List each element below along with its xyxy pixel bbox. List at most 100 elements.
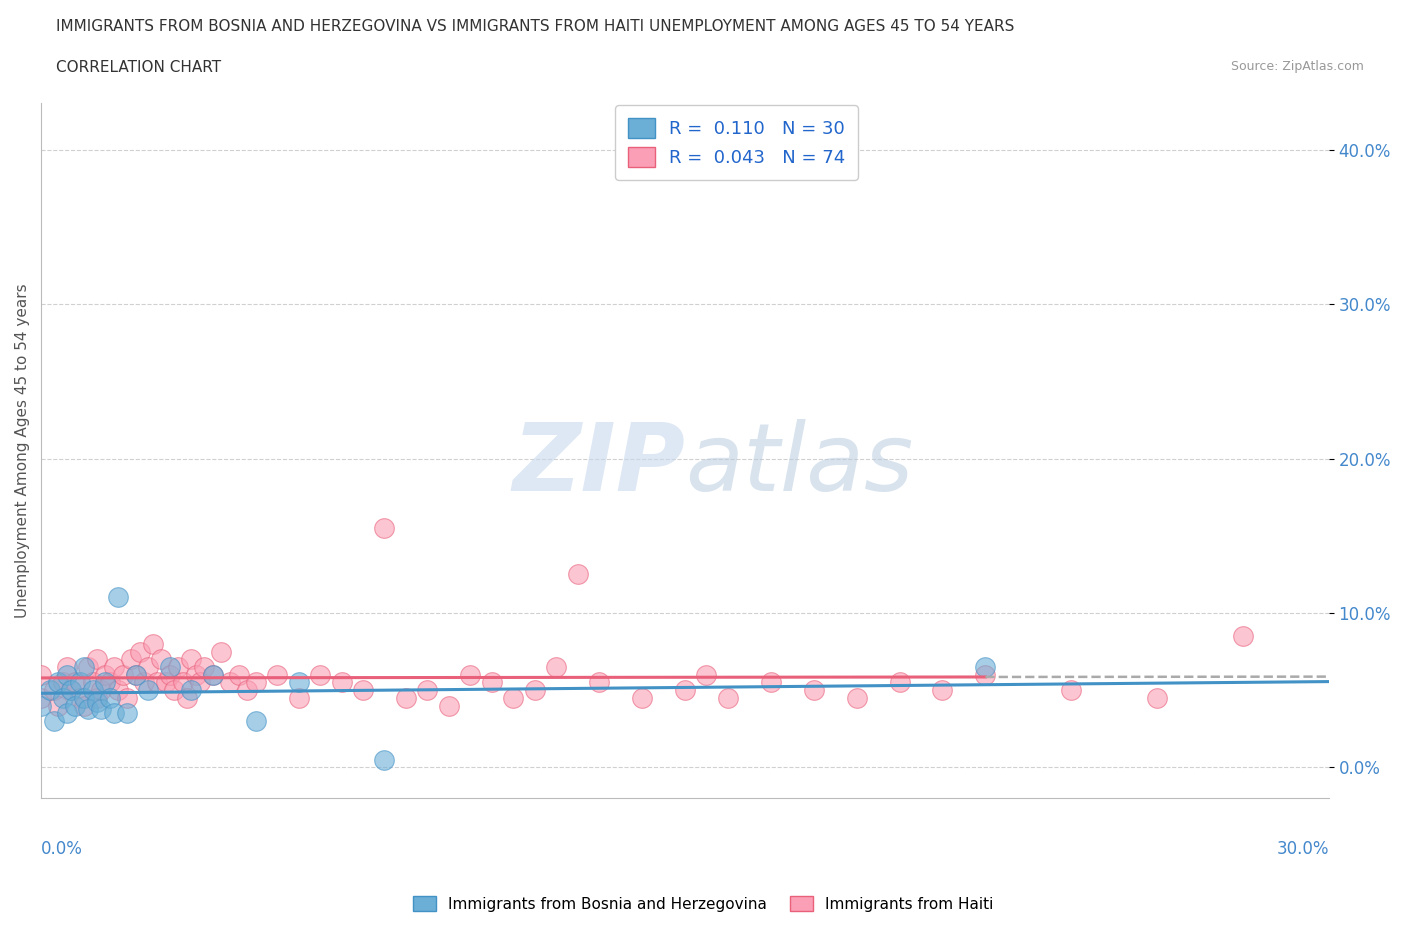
Point bbox=[103, 659, 125, 674]
Point bbox=[103, 706, 125, 721]
Point bbox=[236, 683, 259, 698]
Point bbox=[180, 652, 202, 667]
Point bbox=[287, 675, 309, 690]
Point bbox=[502, 690, 524, 705]
Point bbox=[460, 667, 482, 682]
Point bbox=[30, 667, 52, 682]
Point bbox=[631, 690, 654, 705]
Point bbox=[86, 690, 108, 705]
Point bbox=[228, 667, 250, 682]
Point bbox=[90, 683, 112, 698]
Point bbox=[523, 683, 546, 698]
Point bbox=[201, 667, 224, 682]
Point bbox=[128, 644, 150, 659]
Point bbox=[30, 690, 52, 705]
Point bbox=[107, 590, 129, 604]
Point bbox=[546, 659, 568, 674]
Point bbox=[673, 683, 696, 698]
Text: ZIP: ZIP bbox=[512, 418, 685, 511]
Text: 0.0%: 0.0% bbox=[41, 840, 83, 858]
Legend: R =  0.110   N = 30, R =  0.043   N = 74: R = 0.110 N = 30, R = 0.043 N = 74 bbox=[614, 105, 858, 179]
Text: CORRELATION CHART: CORRELATION CHART bbox=[56, 60, 221, 75]
Point bbox=[588, 675, 610, 690]
Point bbox=[1232, 629, 1254, 644]
Point bbox=[77, 659, 100, 674]
Point bbox=[481, 675, 503, 690]
Point bbox=[176, 690, 198, 705]
Point bbox=[172, 675, 194, 690]
Point bbox=[974, 659, 997, 674]
Point bbox=[42, 713, 65, 728]
Legend: Immigrants from Bosnia and Herzegovina, Immigrants from Haiti: Immigrants from Bosnia and Herzegovina, … bbox=[406, 889, 1000, 918]
Text: Source: ZipAtlas.com: Source: ZipAtlas.com bbox=[1230, 60, 1364, 73]
Point bbox=[115, 706, 138, 721]
Point bbox=[94, 675, 117, 690]
Y-axis label: Unemployment Among Ages 45 to 54 years: Unemployment Among Ages 45 to 54 years bbox=[15, 284, 30, 618]
Point bbox=[124, 667, 146, 682]
Point bbox=[287, 690, 309, 705]
Point bbox=[266, 667, 288, 682]
Point bbox=[111, 667, 134, 682]
Point bbox=[146, 675, 169, 690]
Point bbox=[695, 667, 717, 682]
Point bbox=[60, 683, 83, 698]
Point bbox=[201, 667, 224, 682]
Point bbox=[94, 667, 117, 682]
Point bbox=[73, 690, 96, 705]
Point bbox=[86, 652, 108, 667]
Point bbox=[98, 690, 121, 705]
Point bbox=[46, 675, 69, 690]
Point bbox=[120, 652, 142, 667]
Point bbox=[219, 675, 242, 690]
Point bbox=[845, 690, 868, 705]
Point bbox=[188, 675, 211, 690]
Point bbox=[373, 521, 395, 536]
Point bbox=[98, 675, 121, 690]
Point bbox=[184, 667, 207, 682]
Point bbox=[159, 667, 181, 682]
Point bbox=[245, 675, 267, 690]
Point bbox=[155, 675, 177, 690]
Point bbox=[77, 701, 100, 716]
Text: atlas: atlas bbox=[685, 419, 912, 511]
Point bbox=[56, 659, 79, 674]
Point bbox=[82, 683, 104, 698]
Point bbox=[65, 698, 87, 713]
Point bbox=[60, 683, 83, 698]
Point bbox=[124, 667, 146, 682]
Point bbox=[567, 567, 589, 582]
Text: 30.0%: 30.0% bbox=[1277, 840, 1329, 858]
Point bbox=[42, 683, 65, 698]
Point bbox=[52, 690, 75, 705]
Point bbox=[180, 683, 202, 698]
Point bbox=[245, 713, 267, 728]
Point bbox=[416, 683, 439, 698]
Point bbox=[69, 690, 91, 705]
Point bbox=[142, 636, 165, 651]
Text: IMMIGRANTS FROM BOSNIA AND HERZEGOVINA VS IMMIGRANTS FROM HAITI UNEMPLOYMENT AMO: IMMIGRANTS FROM BOSNIA AND HERZEGOVINA V… bbox=[56, 19, 1015, 33]
Point bbox=[209, 644, 232, 659]
Point bbox=[717, 690, 740, 705]
Point bbox=[803, 683, 825, 698]
Point bbox=[373, 752, 395, 767]
Point bbox=[65, 675, 87, 690]
Point bbox=[69, 675, 91, 690]
Point bbox=[86, 695, 108, 710]
Point bbox=[56, 706, 79, 721]
Point bbox=[889, 675, 911, 690]
Point bbox=[73, 698, 96, 713]
Point bbox=[90, 701, 112, 716]
Point bbox=[759, 675, 782, 690]
Point bbox=[1060, 683, 1083, 698]
Point bbox=[163, 683, 186, 698]
Point bbox=[38, 683, 60, 698]
Point bbox=[138, 683, 160, 698]
Point bbox=[82, 675, 104, 690]
Point bbox=[115, 690, 138, 705]
Point bbox=[134, 675, 156, 690]
Point bbox=[150, 652, 173, 667]
Point bbox=[193, 659, 215, 674]
Point bbox=[395, 690, 418, 705]
Point bbox=[167, 659, 190, 674]
Point bbox=[974, 667, 997, 682]
